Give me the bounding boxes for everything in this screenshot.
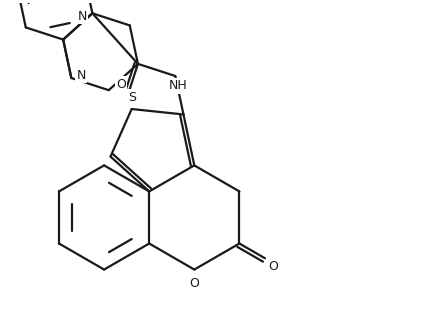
- Text: N: N: [76, 69, 86, 82]
- Text: N: N: [78, 10, 87, 23]
- Text: O: O: [189, 277, 199, 290]
- Text: NH: NH: [169, 79, 187, 92]
- Text: S: S: [128, 91, 136, 104]
- Text: O: O: [268, 260, 278, 273]
- Text: O: O: [116, 78, 126, 91]
